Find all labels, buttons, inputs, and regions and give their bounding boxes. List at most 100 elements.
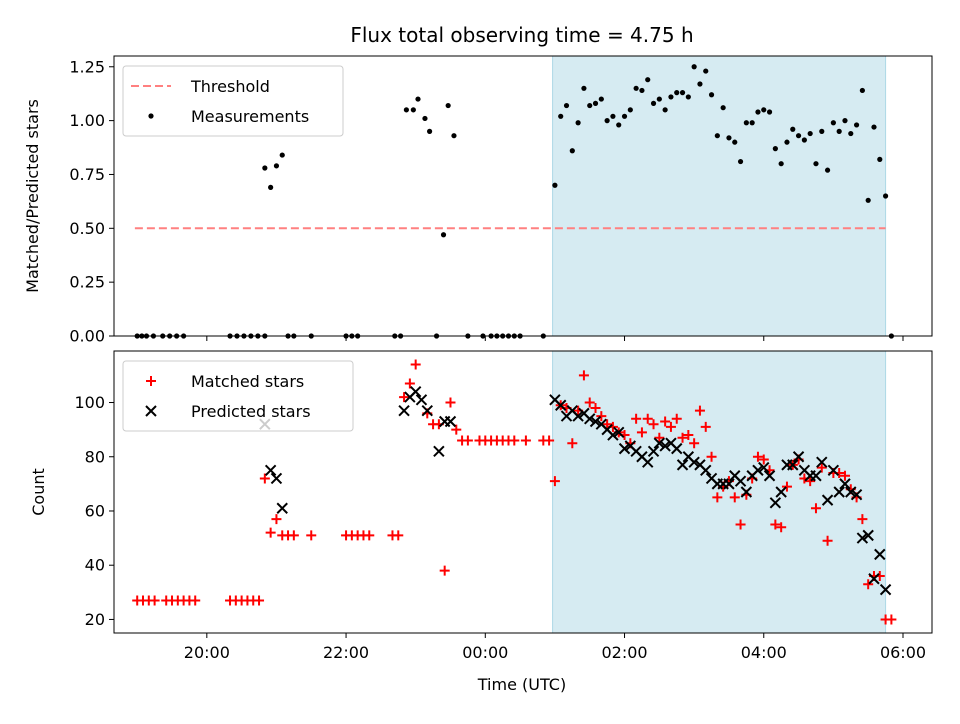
plot-frame bbox=[113, 350, 933, 634]
shaded-observing-window bbox=[552, 350, 887, 634]
data-point bbox=[830, 120, 836, 126]
data-point bbox=[700, 421, 711, 432]
data-point bbox=[627, 107, 633, 113]
data-point bbox=[462, 435, 473, 446]
data-point bbox=[584, 397, 595, 408]
y-tick-label: 60 bbox=[85, 501, 105, 520]
y-tick-label: 0.75 bbox=[69, 165, 105, 184]
y-tick-label: 1.00 bbox=[69, 111, 105, 130]
data-point bbox=[433, 445, 445, 458]
data-point bbox=[816, 456, 828, 468]
data-point bbox=[268, 184, 274, 190]
data-point bbox=[590, 402, 601, 413]
data-point bbox=[824, 167, 831, 173]
data-point bbox=[874, 548, 886, 561]
data-point bbox=[445, 397, 456, 408]
chart-title: Flux total observing time = 4.75 h bbox=[350, 23, 693, 47]
data-point bbox=[740, 486, 753, 498]
data-point bbox=[592, 100, 599, 106]
legend-label: Matched stars bbox=[191, 372, 304, 391]
data-point bbox=[567, 438, 578, 449]
data-point bbox=[850, 489, 863, 501]
bottom-panel: 20 40 60 80 100 20:00 22:00 00:00 02:00 04:00 06:0… bbox=[74, 350, 933, 662]
data-point bbox=[264, 464, 277, 477]
data-point bbox=[259, 473, 270, 484]
data-point bbox=[279, 152, 285, 158]
data-point bbox=[772, 146, 778, 152]
data-point bbox=[720, 105, 726, 111]
data-point bbox=[549, 476, 560, 487]
data-point bbox=[451, 133, 457, 139]
data-point bbox=[444, 415, 457, 428]
data-point bbox=[575, 120, 581, 126]
data-point bbox=[784, 139, 790, 145]
data-point bbox=[763, 470, 776, 482]
data-point bbox=[877, 156, 883, 162]
data-point bbox=[671, 442, 683, 455]
data-point bbox=[859, 87, 865, 94]
legend-frame bbox=[122, 65, 344, 137]
data-point bbox=[886, 614, 897, 625]
x-tick-label: 06:00 bbox=[880, 643, 926, 662]
data-point bbox=[776, 522, 787, 533]
y-tick-label: 20 bbox=[85, 610, 105, 629]
data-point bbox=[426, 128, 433, 134]
data-point bbox=[694, 405, 705, 416]
x-axis-label: Time (UTC) bbox=[477, 675, 566, 694]
x-tick-label: 22:00 bbox=[323, 643, 369, 662]
data-point bbox=[879, 583, 892, 596]
data-point bbox=[653, 437, 666, 449]
data-point bbox=[801, 137, 807, 143]
data-point bbox=[734, 475, 747, 487]
data-point bbox=[552, 182, 558, 188]
data-point bbox=[613, 426, 625, 439]
data-point bbox=[648, 419, 659, 430]
data-point bbox=[790, 126, 796, 132]
legend-frame bbox=[122, 360, 354, 432]
data-point bbox=[827, 464, 840, 477]
legend-marker bbox=[145, 405, 157, 417]
data-point bbox=[862, 529, 874, 542]
data-point bbox=[650, 100, 657, 106]
data-point bbox=[271, 514, 282, 525]
y-tick-label: 0.00 bbox=[69, 327, 105, 346]
data-point bbox=[689, 438, 700, 449]
y-tick-label: 0.50 bbox=[69, 219, 105, 238]
data-point bbox=[795, 133, 802, 139]
data-point bbox=[569, 148, 575, 154]
data-point bbox=[393, 530, 404, 541]
data-point bbox=[445, 102, 451, 109]
data-point bbox=[821, 494, 834, 506]
data-point bbox=[676, 459, 689, 471]
series-matched-stars bbox=[132, 359, 897, 625]
data-point bbox=[410, 107, 416, 113]
data-point bbox=[404, 378, 415, 389]
data-point bbox=[607, 429, 619, 441]
data-point bbox=[853, 122, 860, 128]
data-point bbox=[723, 478, 735, 490]
data-point bbox=[833, 486, 845, 498]
data-point bbox=[761, 107, 767, 113]
series-measurements bbox=[134, 64, 894, 339]
data-point bbox=[618, 442, 631, 455]
legend-label: Predicted stars bbox=[191, 402, 311, 421]
data-point bbox=[845, 486, 857, 498]
data-point bbox=[555, 399, 567, 411]
y-axis-label-top: Matched/Predicted stars bbox=[23, 99, 42, 293]
data-point bbox=[621, 113, 628, 119]
data-point bbox=[639, 87, 645, 94]
data-point bbox=[276, 502, 288, 514]
data-point bbox=[865, 197, 871, 203]
data-point bbox=[805, 476, 816, 487]
data-point bbox=[410, 359, 421, 370]
data-point bbox=[671, 413, 682, 424]
y-tick-label: 100 bbox=[74, 393, 105, 412]
data-point bbox=[856, 532, 869, 544]
data-point bbox=[587, 102, 593, 109]
data-point bbox=[589, 415, 602, 428]
y-axis-label-bottom: Count bbox=[29, 468, 48, 516]
y-tick-label: 40 bbox=[85, 556, 105, 575]
data-point bbox=[792, 451, 805, 463]
data-point bbox=[610, 113, 616, 119]
